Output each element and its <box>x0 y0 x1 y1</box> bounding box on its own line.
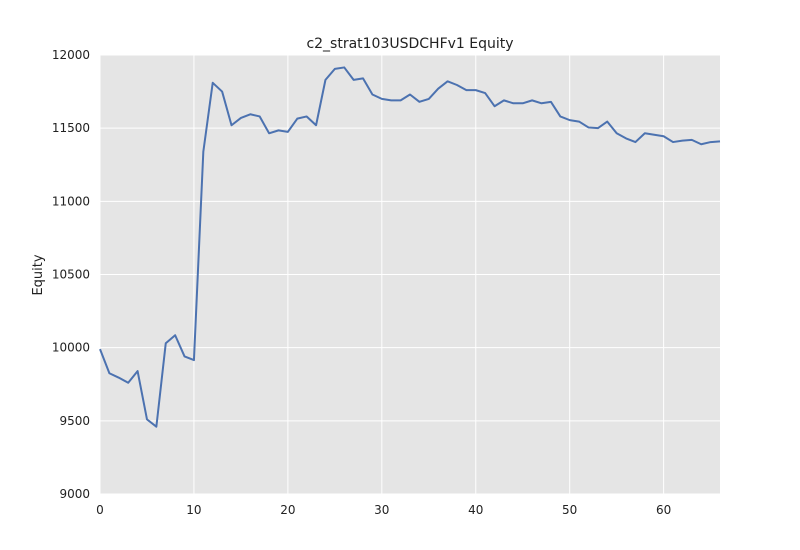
y-tick-label: 10500 <box>52 268 90 282</box>
grid-lines <box>99 54 720 495</box>
x-tick-label: 60 <box>656 503 671 517</box>
x-tick-label: 50 <box>562 503 577 517</box>
y-tick-label: 11000 <box>52 194 90 208</box>
y-tick-label: 12000 <box>52 48 90 62</box>
tick-labels: 0 10 20 30 40 50 60 9000 9500 10000 10500 11000 1150… <box>52 48 671 517</box>
y-tick-label: 10000 <box>52 341 90 355</box>
y-tick-label: 9000 <box>59 487 90 501</box>
y-tick-label: 11500 <box>52 121 90 135</box>
x-tick-label: 40 <box>468 503 483 517</box>
x-tick-label: 30 <box>374 503 389 517</box>
x-tick-label: 0 <box>96 503 104 517</box>
x-tick-label: 10 <box>186 503 201 517</box>
chart-title: c2_strat103USDCHFv1 Equity <box>306 36 513 52</box>
series-layer <box>99 66 721 428</box>
y-axis-label: Equity <box>31 254 46 295</box>
equity-series-line <box>99 66 721 428</box>
x-tick-label: 20 <box>280 503 295 517</box>
y-tick-label: 9500 <box>59 414 90 428</box>
